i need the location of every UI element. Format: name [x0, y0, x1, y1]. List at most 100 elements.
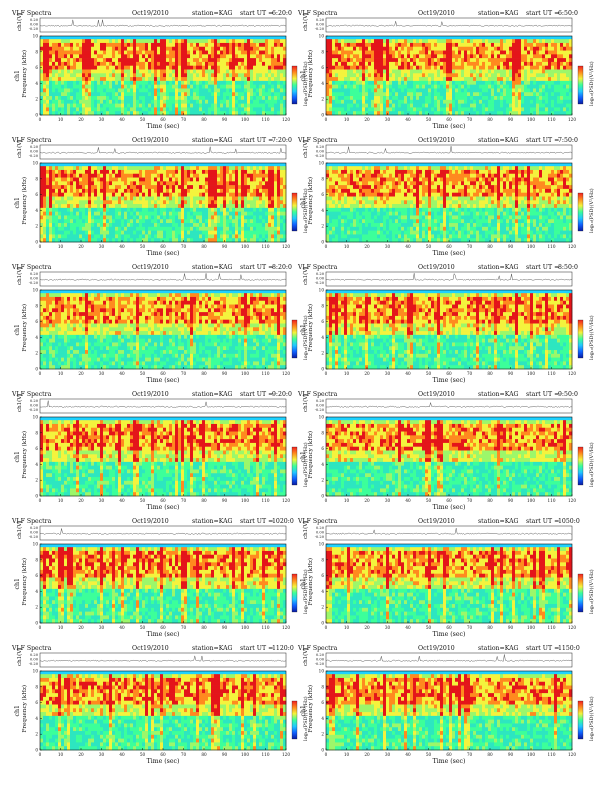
- spectrogram-cell: [377, 66, 380, 70]
- spectrogram-cell: [223, 166, 226, 170]
- panel-start-prefix: start UT =: [240, 10, 273, 17]
- spectrogram-cell: [259, 170, 262, 174]
- spectrogram-cell: [157, 58, 160, 62]
- spectrogram-cell: [94, 174, 97, 178]
- spectrogram-cell: [166, 81, 169, 85]
- spectrogram-cell: [485, 62, 488, 66]
- spectrogram-cell: [196, 81, 199, 85]
- spectrogram-cell: [452, 96, 455, 100]
- spectrogram-cell: [55, 62, 58, 66]
- spectrogram-cell: [136, 231, 139, 235]
- spectrogram-cell: [247, 204, 250, 208]
- spectrogram-cell: [220, 178, 223, 182]
- spectrogram-cell: [106, 185, 109, 189]
- spectrogram-cell: [560, 54, 563, 58]
- spectrogram-cell: [40, 204, 43, 208]
- spectrogram-cell: [112, 104, 115, 108]
- spectrogram-cell: [205, 234, 208, 238]
- spectrogram-cell: [374, 100, 377, 104]
- spectrogram-cell: [344, 96, 347, 100]
- spectrogram-cell: [265, 92, 268, 96]
- spectrogram-cell: [253, 170, 256, 174]
- spectrogram-cell: [259, 200, 262, 204]
- spectrogram-cell: [482, 88, 485, 92]
- spectrogram-cell: [425, 47, 428, 51]
- spectrogram-cell: [485, 54, 488, 58]
- spectrogram-cell: [455, 104, 458, 108]
- spectrogram-cell: [223, 193, 226, 197]
- spectrogram-cell: [46, 88, 49, 92]
- spectrogram-cell: [175, 58, 178, 62]
- spectrogram-cell: [157, 181, 160, 185]
- spectrogram-cell: [425, 81, 428, 85]
- spectrogram-cell: [250, 215, 253, 219]
- spectrogram-cell: [58, 185, 61, 189]
- spectrogram-cell: [136, 174, 139, 178]
- spectrogram-cell: [145, 208, 148, 212]
- spectrogram-cell: [374, 96, 377, 100]
- spectrogram-cell: [247, 85, 250, 89]
- spectrogram-cell: [503, 58, 506, 62]
- spectrogram-cell: [551, 92, 554, 96]
- spectrogram-cell: [247, 200, 250, 204]
- spectrogram-cell: [70, 70, 73, 74]
- spectrogram-cell: [238, 107, 241, 111]
- spectrogram-cell: [241, 43, 244, 47]
- spectrogram-cell: [259, 111, 262, 115]
- spectrogram-cell: [223, 212, 226, 216]
- spectrogram-cell: [109, 208, 112, 212]
- spectrogram-cell: [61, 43, 64, 47]
- spectrogram-cell: [112, 81, 115, 85]
- spectrogram-cell: [443, 47, 446, 51]
- spectrogram-cell: [533, 96, 536, 100]
- spectrogram-cell: [464, 81, 467, 85]
- spectrogram-cell: [449, 96, 452, 100]
- spectrogram-cell: [91, 47, 94, 51]
- spectrogram-cell: [172, 238, 175, 242]
- spectrogram-cell: [338, 81, 341, 85]
- spectrogram-cell: [160, 181, 163, 185]
- spectrogram-cell: [377, 88, 380, 92]
- spectrogram-cell: [241, 85, 244, 89]
- spectrogram-cell: [491, 85, 494, 89]
- spectrogram-cell: [220, 215, 223, 219]
- spectrogram-cell: [229, 189, 232, 193]
- spectrogram-cell: [265, 96, 268, 100]
- spectrogram-cell: [136, 208, 139, 212]
- spectrogram-cell: [121, 111, 124, 115]
- spectrogram-cell: [190, 51, 193, 55]
- spectrogram-cell: [184, 70, 187, 74]
- spectrogram-cell: [359, 62, 362, 66]
- spectrogram-cell: [214, 100, 217, 104]
- spectrogram-cell: [341, 81, 344, 85]
- spectrogram-cell: [449, 43, 452, 47]
- spectrogram-cell: [518, 77, 521, 81]
- spectrogram-cell: [416, 70, 419, 74]
- spectrogram-cell: [178, 51, 181, 55]
- spectrogram-cell: [536, 77, 539, 81]
- spectrogram-cell: [347, 39, 350, 43]
- spectrogram-cell: [452, 88, 455, 92]
- spectrogram-cell: [232, 111, 235, 115]
- spectrogram-cell: [244, 170, 247, 174]
- spectrogram-cell: [145, 81, 148, 85]
- spectrogram-cell: [377, 70, 380, 74]
- spectrogram-cell: [73, 77, 76, 81]
- spectrogram-cell: [181, 197, 184, 201]
- spectrogram-cell: [157, 197, 160, 201]
- spectrogram-cell: [169, 223, 172, 227]
- spectrogram-cell: [455, 77, 458, 81]
- spectrogram-cell: [350, 77, 353, 81]
- spectrogram-cell: [154, 166, 157, 170]
- spectrogram-cell: [554, 43, 557, 47]
- spectrogram-cell: [169, 231, 172, 235]
- spectrogram-cell: [106, 73, 109, 77]
- spectrogram-cell: [271, 197, 274, 201]
- spectrogram-cell: [262, 96, 265, 100]
- spectrogram-cell: [232, 219, 235, 223]
- spectrogram-cell: [341, 39, 344, 43]
- spectrogram-cell: [136, 43, 139, 47]
- spectrogram-cell: [52, 54, 55, 58]
- spectrogram-cell: [88, 81, 91, 85]
- spectrogram-cell: [79, 92, 82, 96]
